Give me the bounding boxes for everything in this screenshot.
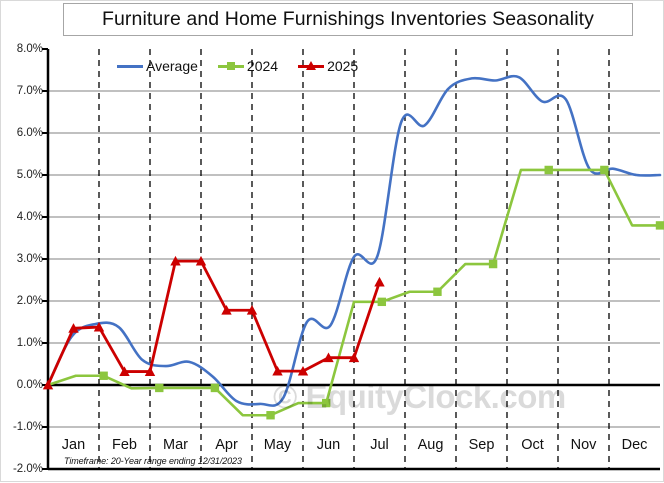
data-point-2024 <box>488 259 498 269</box>
x-tick-label: Dec <box>621 437 648 453</box>
data-point-2024 <box>600 165 609 175</box>
y-tick-label: 1.0% <box>16 337 43 349</box>
y-tick-label: 4.0% <box>16 211 43 223</box>
x-axis-labels: Jan Feb Mar Apr May Jun Jul Aug Sep Oct Nov Dec <box>1 437 664 461</box>
legend-item-average[interactable]: Average <box>117 58 198 74</box>
data-point-2025 <box>42 379 54 390</box>
legend-marker-2025 <box>298 61 325 71</box>
chart-title-box: Furniture and Home Furnishings Inventori… <box>63 3 633 36</box>
x-tick-label: Jan <box>61 437 86 453</box>
data-point-2025 <box>144 366 156 376</box>
y-tick-label: 2.0% <box>16 295 43 307</box>
data-point-2025 <box>93 321 105 332</box>
x-tick-label: Aug <box>417 437 444 453</box>
x-tick-label: May <box>263 437 292 453</box>
legend-item-2024[interactable]: 2024 <box>217 58 279 74</box>
x-tick-label: Mar <box>163 437 188 453</box>
x-tick-label: Jul <box>370 437 389 453</box>
legend-label-2024: 2024 <box>246 58 279 74</box>
data-point-2025 <box>170 255 181 266</box>
data-point-2025 <box>272 365 283 376</box>
data-point-2025 <box>119 366 130 376</box>
y-tick-label: 6.0% <box>16 127 43 139</box>
data-point-2025 <box>348 352 360 363</box>
x-tick-label: Sep <box>468 437 495 453</box>
x-tick-label: Apr <box>215 437 238 453</box>
y-tick-label: 5.0% <box>16 169 43 181</box>
x-tick-label: Feb <box>112 437 137 453</box>
data-point-2024 <box>155 383 164 393</box>
chart-legend: Average 2024 2025 <box>117 56 358 76</box>
data-point-2024 <box>433 287 442 296</box>
y-tick-label: 0.0% <box>16 379 43 391</box>
legend-label-2025: 2025 <box>327 58 359 74</box>
data-point-2025 <box>195 255 207 266</box>
x-tick-label: Jun <box>316 437 341 453</box>
data-point-2024 <box>544 165 553 175</box>
series-line-2025 <box>46 259 381 386</box>
y-tick-label: 3.0% <box>16 253 43 265</box>
data-point-2025 <box>297 365 309 376</box>
data-point-2024 <box>321 398 331 408</box>
y-tick-label: -2.0% <box>12 463 43 475</box>
series-line-2024 <box>47 168 660 417</box>
data-point-2024 <box>99 371 108 380</box>
data-point-2025 <box>221 305 232 315</box>
legend-label-average: Average <box>146 58 198 74</box>
legend-line-average <box>117 64 143 68</box>
y-tick-label: -1.0% <box>12 421 43 433</box>
data-point-2025 <box>374 276 385 287</box>
data-point-2024 <box>377 297 387 307</box>
y-axis-labels: 8.0% 7.0% 6.0% 5.0% 4.0% 3.0% 2.0% 1.0% 0.0% -1.0… <box>1 1 43 483</box>
legend-item-2025[interactable]: 2025 <box>298 58 358 74</box>
data-point-2025 <box>323 352 334 363</box>
legend-marker-2024 <box>217 61 244 71</box>
y-tick-label: 7.0% <box>16 85 43 97</box>
data-point-2025 <box>246 305 258 315</box>
data-point-2024 <box>655 221 664 230</box>
x-tick-label: Oct <box>521 437 544 453</box>
data-point-2024 <box>266 411 275 420</box>
chart-title: Furniture and Home Furnishings Inventori… <box>101 8 595 30</box>
chart-footnote: Timeframe: 20-Year range ending 12/31/20… <box>64 456 242 466</box>
y-tick-label: 8.0% <box>16 43 43 55</box>
data-point-2025 <box>68 323 79 333</box>
data-point-2024 <box>210 383 220 393</box>
x-tick-label: Nov <box>570 437 597 453</box>
